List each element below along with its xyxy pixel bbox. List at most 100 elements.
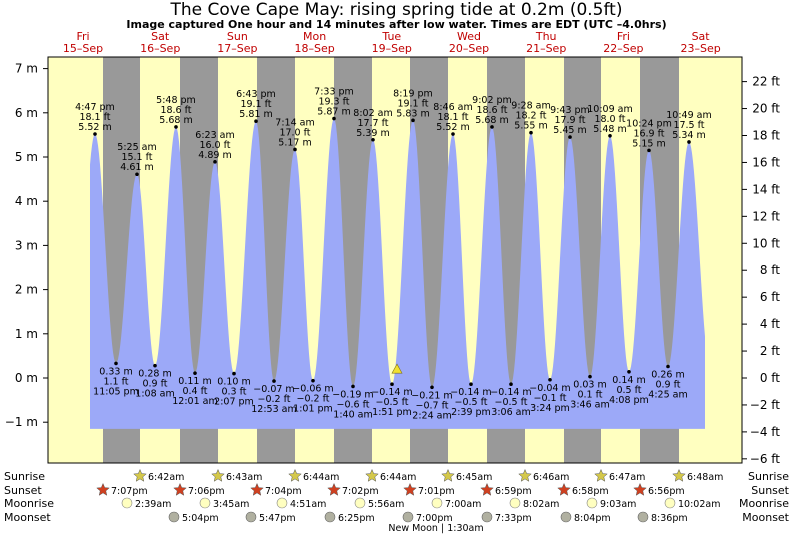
low-tide-meters: 0.33 m [99,366,132,377]
moonrise-time: 10:02am [678,499,720,510]
sunrise-time: 6:42am [148,472,184,483]
high-tide-feet: 18.1 ft [437,112,468,123]
y-tick-label-m: 5 m [15,150,38,164]
low-tide-feet: 0.5 ft [616,385,641,396]
sunrise-icon [672,468,686,482]
low-tide-point [153,363,157,368]
high-tide-meters: 4.61 m [120,162,153,173]
day-name-label: Mon [303,30,326,43]
day-name-label: Sat [692,30,711,43]
high-tide-point [293,147,297,152]
sunrise-row-label-right: Sunrise [748,470,789,483]
low-tide-feet: −0.5 ft [376,397,409,408]
high-tide-meters: 4.89 m [198,150,231,161]
sunset-icon [173,482,187,496]
low-tide-time: 1:08 am [135,389,174,400]
sunset-time: 7:02pm [342,486,379,497]
moonset-icon [560,511,572,523]
sunrise-icon [365,468,379,482]
high-tide-feet: 18.0 ft [594,114,625,125]
y-axis-right-feet: −6 ft −4 ft −2 ft 0 ft 2 ft 4 ft 6 ft 8 ft 10 ft… [742,75,780,466]
moonrise-row-label-left: Moonrise [4,497,54,510]
sunset-row-label-left: Sunset [4,484,42,497]
sunrise-time: 6:48am [687,472,723,483]
day-date-label: 21–Sep [526,42,566,55]
sunset-icon [480,482,494,496]
low-tide-time: 2:39 pm [451,407,491,418]
y-tick-label-ft: 22 ft [752,75,780,89]
sunrise-row-label-left: Sunrise [4,470,45,483]
day-name-label: Tue [381,30,401,43]
sunset-time: 7:06pm [188,486,225,497]
low-tide-point [272,379,276,383]
moonrise-time: 2:39am [135,499,171,510]
low-tide-point [627,370,631,374]
high-tide-point [93,132,97,136]
high-tide-point [529,130,533,135]
high-tide-time: 9:02 pm [472,95,512,106]
high-tide-feet: 18.6 ft [476,105,507,116]
y-tick-label-ft: 18 ft [752,129,780,143]
low-tide-time: 3:24 pm [530,403,570,414]
high-tide-time: 10:24 pm [626,118,672,129]
high-tide-point [174,125,178,129]
high-tide-feet: 19.1 ft [397,98,428,109]
sunset-row-label-right: Sunset [751,484,789,497]
sunset-icon [250,482,264,496]
moonset-time: 5:04pm [182,513,219,524]
y-tick-label-m: 0 m [15,371,38,385]
high-tide-feet: 19.1 ft [240,99,271,110]
moonset-row-label-left: Moonset [4,511,51,524]
high-tide-point [332,116,336,121]
high-tide-meters: 5.55 m [514,121,547,132]
y-tick-label-ft: 6 ft [760,290,780,304]
sunrise-icon [288,468,302,482]
moonset-time: 8:36pm [651,513,688,524]
sun-moon-events: Sunrise Sunrise 6:42am 6:43am 6:44am 6:44am 6:… [4,468,790,534]
low-tide-point [351,384,355,389]
high-tide-point [213,160,217,164]
day-date-label: 18–Sep [294,42,334,55]
current-tide-marker [391,363,403,374]
sunrise-time: 6:44am [303,472,339,483]
low-tide-feet: 1.1 ft [103,376,128,387]
low-tide-feet: −0.5 ft [495,397,528,408]
low-tide-feet: −0.7 ft [416,400,449,411]
moonset-time: 7:33pm [495,513,532,524]
low-tide-point [311,378,315,383]
low-tide-meters: 0.10 m [217,377,250,388]
sunrise-icon [518,468,532,482]
low-tide-feet: −0.5 ft [455,397,488,408]
low-tide-feet: −0.2 ft [258,394,291,405]
low-tide-feet: 0.3 ft [221,387,246,398]
moonrise-time: 7:00am [445,499,481,510]
sunset-time: 7:04pm [265,486,302,497]
high-tide-time: 6:43 pm [236,89,276,100]
sunrise-icon [594,468,608,482]
day-date-label: 17–Sep [217,42,257,55]
day-date-label: 19–Sep [372,42,412,55]
moonset-time: 6:25pm [338,513,375,524]
low-tide-feet: −0.1 ft [534,393,567,404]
sunrise-time: 6:46am [533,472,569,483]
sunset-icon [403,482,417,496]
high-tide-feet: 16.0 ft [199,140,230,151]
day-date-label: 20–Sep [449,42,489,55]
sunrise-icon [133,468,147,482]
low-tide-meters: 0.26 m [651,370,684,381]
y-tick-label-m: 7 m [15,62,38,76]
day-name-label: Thu [535,30,557,43]
moonrise-icon [199,497,211,509]
day-name-label: Fri [617,30,630,43]
day-labels: Fri15–SepSat16–SepSun17–SepMon18–SepTue1… [63,30,721,55]
low-tide-meters: −0.04 m [529,383,570,394]
low-tide-feet: 0.9 ft [142,379,167,390]
sunrise-icon [441,468,455,482]
low-tide-point [509,382,513,386]
day-date-label: 16–Sep [140,42,180,55]
low-tide-time: 1:40 am [333,409,372,420]
moonset-icon [245,511,257,523]
high-tide-point [254,119,258,123]
